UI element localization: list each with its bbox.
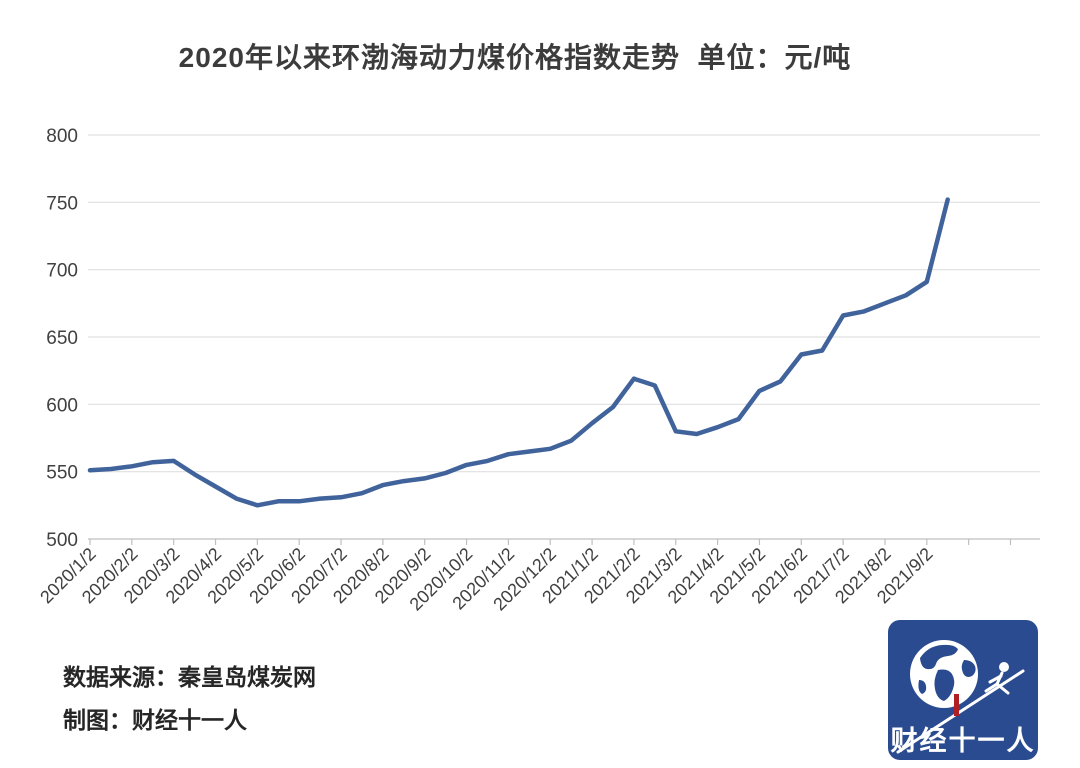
fencer-icon	[896, 662, 1025, 754]
chart-title: 2020年以来环渤海动力煤价格指数走势 单位：元/吨	[178, 42, 852, 73]
caijing-eleven-logo: 财经十一人	[888, 620, 1038, 760]
logo-text: 财经十一人	[891, 725, 1036, 756]
y-tick-label: 700	[46, 261, 78, 282]
y-tick-label: 650	[46, 328, 78, 349]
data-source-text: 数据来源：秦皇岛煤炭网	[63, 664, 316, 690]
chart-credit-text: 制图：财经十一人	[63, 707, 247, 733]
y-tick-label: 500	[46, 530, 78, 551]
chart-footnotes: 数据来源：秦皇岛煤炭网 制图：财经十一人	[63, 656, 316, 742]
y-tick-label: 550	[46, 463, 78, 484]
coal-price-index-line	[87, 197, 950, 508]
y-tick-label: 600	[46, 395, 78, 416]
logo-red-accent	[954, 694, 959, 716]
lance-line	[896, 669, 1025, 754]
y-tick-label: 800	[46, 126, 78, 147]
globe-icon	[910, 640, 978, 708]
y-tick-label: 750	[46, 193, 78, 214]
